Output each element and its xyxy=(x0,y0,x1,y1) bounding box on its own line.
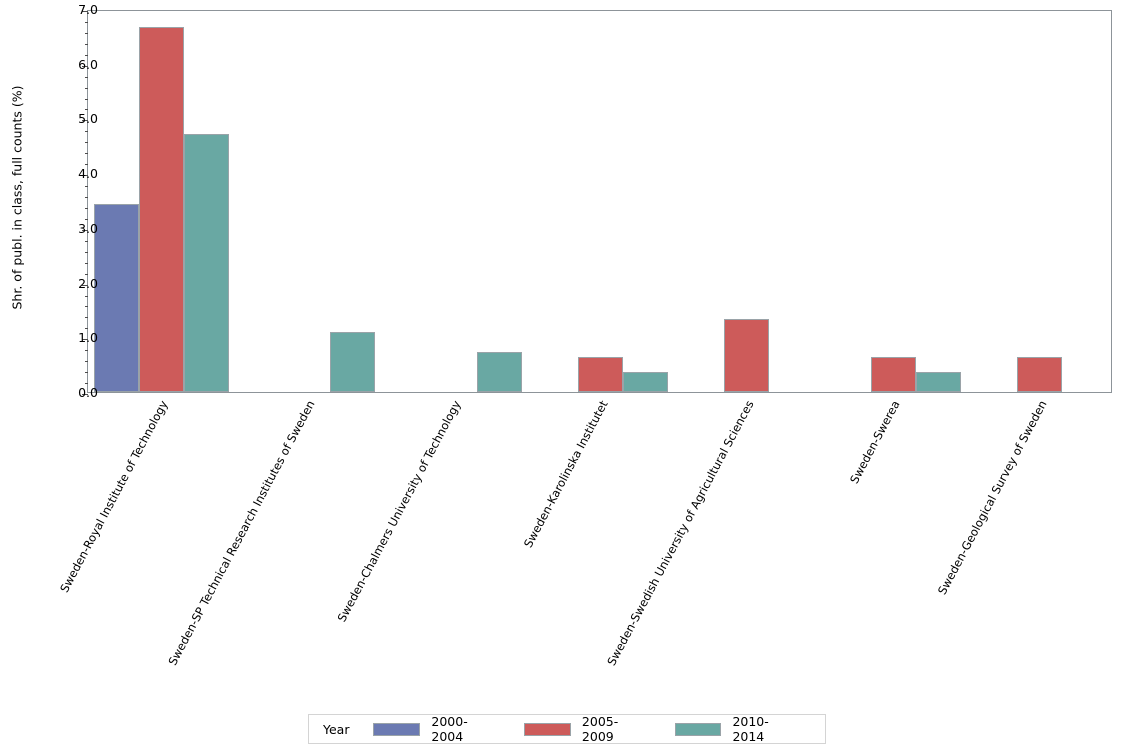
y-axis-minor-tick xyxy=(84,153,88,155)
y-axis-tick xyxy=(82,120,88,122)
x-axis-tick-label: Sweden-Swedish University of Agricultura… xyxy=(604,398,757,668)
y-axis-minor-tick xyxy=(84,350,88,352)
bar xyxy=(578,356,623,392)
y-axis-minor-tick xyxy=(84,98,88,100)
x-axis-tick-label: Sweden-Geological Survey of Sweden xyxy=(934,398,1050,597)
y-axis-minor-tick xyxy=(84,197,88,199)
bar xyxy=(330,332,376,392)
x-axis-tick-label: Sweden-Royal Institute of Technology xyxy=(57,398,171,595)
y-axis-tick xyxy=(82,339,88,341)
bar xyxy=(476,352,522,392)
legend-swatch xyxy=(674,722,722,736)
y-axis-minor-tick xyxy=(84,76,88,78)
legend-entry: 2000-2004 xyxy=(373,714,498,744)
x-axis-tick-label: Sweden-Chalmers University of Technology xyxy=(334,398,464,625)
y-axis-minor-tick xyxy=(84,186,88,188)
legend-label: 2010-2014 xyxy=(732,714,769,744)
bar xyxy=(870,356,916,392)
y-axis-minor-tick xyxy=(84,43,88,45)
y-axis-minor-tick xyxy=(84,383,88,385)
y-axis-minor-tick xyxy=(84,164,88,166)
y-axis-minor-tick xyxy=(84,207,88,209)
y-axis-minor-tick xyxy=(84,218,88,220)
y-axis-tick-label: 2.0 xyxy=(78,275,98,291)
y-axis-minor-tick xyxy=(84,262,88,264)
y-axis-minor-tick xyxy=(84,21,88,23)
y-axis-minor-tick xyxy=(84,295,88,297)
y-axis-minor-tick xyxy=(84,109,88,111)
bar xyxy=(623,372,668,392)
y-axis-tick-label: 7.0 xyxy=(78,1,98,17)
y-axis-minor-tick xyxy=(84,131,88,133)
legend: Year 2000-2004 2005-2009 2010-2014 xyxy=(308,714,826,744)
y-axis-tick-label: 5.0 xyxy=(78,111,98,127)
y-axis-tick xyxy=(82,394,88,395)
y-axis-tick-label: 6.0 xyxy=(78,56,98,72)
legend-title: Year xyxy=(323,721,350,737)
plot-area xyxy=(82,10,1112,395)
bar xyxy=(724,319,770,392)
y-axis-minor-tick xyxy=(84,273,88,275)
y-axis-minor-tick xyxy=(84,251,88,253)
x-axis-tick-label: Sweden-SP Technical Research Institutes … xyxy=(164,398,318,668)
y-axis-tick xyxy=(82,175,88,177)
bar xyxy=(183,133,229,392)
legend-label: 2005-2009 xyxy=(581,714,619,744)
y-axis-tick xyxy=(82,65,88,67)
y-axis-minor-tick xyxy=(84,87,88,89)
y-axis-tick xyxy=(82,229,88,231)
y-axis-tick-label: 3.0 xyxy=(78,220,98,236)
legend-swatch xyxy=(523,722,571,736)
legend-entry: 2010-2014 xyxy=(674,714,800,744)
y-axis-minor-tick xyxy=(84,306,88,308)
x-axis-tick-label: Sweden-Karolinska Institutet xyxy=(520,398,611,550)
y-axis-minor-tick xyxy=(84,372,88,374)
y-axis-minor-tick xyxy=(84,240,88,242)
y-axis-tick-label: 1.0 xyxy=(78,330,98,346)
y-axis-minor-tick xyxy=(84,317,88,319)
y-axis-tick xyxy=(82,284,88,286)
y-axis-minor-tick xyxy=(84,328,88,330)
bar xyxy=(138,27,184,392)
bar xyxy=(1017,356,1063,392)
legend-entries: 2000-2004 2005-2009 2010-2014 xyxy=(373,714,825,744)
plot-inner xyxy=(88,11,1111,392)
y-axis-minor-tick xyxy=(84,54,88,56)
bar xyxy=(915,372,961,392)
y-axis-tick-label: 0.0 xyxy=(78,384,98,400)
legend-label: 2000-2004 xyxy=(431,714,468,744)
legend-swatch xyxy=(373,722,421,736)
x-axis-tick-label: Sweden-Swerea xyxy=(847,398,903,486)
bar xyxy=(93,204,139,392)
y-axis-tick xyxy=(82,11,88,12)
y-axis-minor-tick xyxy=(84,32,88,34)
y-axis-tick-label: 4.0 xyxy=(78,165,98,181)
y-axis-title: Shr. of publ. in class, full counts (%) xyxy=(9,85,25,310)
y-axis-minor-tick xyxy=(84,142,88,144)
y-axis-minor-tick xyxy=(84,361,88,363)
legend-entry: 2005-2009 xyxy=(523,714,649,744)
